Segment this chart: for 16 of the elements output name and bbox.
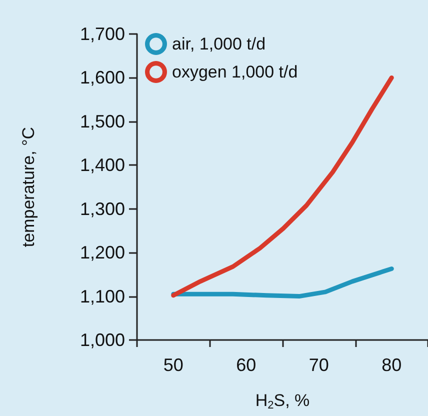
x-tick-label: 50	[163, 355, 184, 375]
y-tick-label: 1,000	[80, 330, 125, 350]
legend-label: oxygen 1,000 t/d	[172, 62, 298, 82]
y-tick-label: 1,100	[80, 286, 125, 306]
y-axis-title: temperature, °C	[19, 126, 38, 248]
legend-label: air, 1,000 t/d	[172, 34, 266, 54]
y-tick-label: 1,600	[80, 68, 125, 88]
y-tick-label: 1,300	[80, 198, 125, 219]
y-tick-label: 1,200	[80, 242, 125, 263]
y-tick-label: 1,500	[80, 111, 125, 132]
x-tick-label: 80	[382, 355, 402, 375]
y-tick-label: 1,700	[80, 24, 125, 44]
y-tick-label: 1,400	[80, 155, 125, 176]
x-tick-label: 70	[308, 355, 329, 375]
x-tick-label: 60	[236, 355, 256, 375]
line-series	[171, 266, 394, 299]
